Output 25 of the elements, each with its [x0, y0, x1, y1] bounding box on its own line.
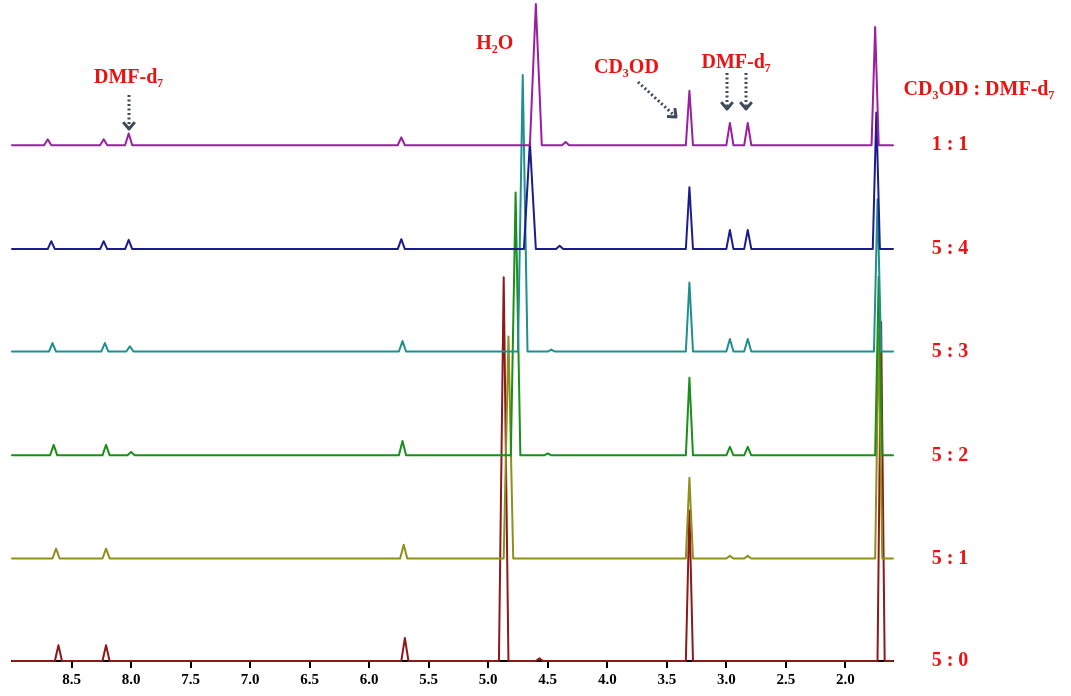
series-label: 5 : 1: [931, 545, 969, 568]
legend-title: CD₃OD : DMF-d₇: [903, 76, 1055, 100]
x-tick-label: 2.0: [836, 670, 855, 687]
x-tick-label: 3.0: [716, 670, 736, 687]
series-label: 5 : 4: [931, 236, 969, 259]
x-tick-label: 2.5: [776, 670, 796, 687]
x-tick-label: 6.5: [300, 670, 320, 687]
x-tick-label: 3.5: [657, 670, 677, 687]
x-tick-label: 6.0: [359, 670, 379, 687]
x-tick-label: 7.5: [181, 670, 200, 687]
annotation: H₂O: [476, 30, 514, 54]
x-tick-label: 8.0: [121, 670, 141, 687]
x-tick-label: 4.5: [538, 670, 558, 687]
x-tick-label: 7.0: [240, 670, 260, 687]
x-tick-label: 8.5: [62, 670, 81, 687]
series-label: 5 : 2: [931, 442, 969, 465]
x-tick-label: 5.5: [419, 670, 439, 687]
series-label: 5 : 3: [931, 338, 969, 361]
x-tick-label: 5.0: [478, 670, 498, 687]
series-label: 5 : 0: [931, 648, 969, 671]
series-label: 1 : 1: [931, 132, 969, 155]
annotation: DMF-d₇: [701, 49, 771, 73]
annotation: DMF-d₇: [94, 64, 164, 88]
annotation: CD₃OD: [593, 54, 659, 78]
x-tick-label: 4.0: [597, 670, 617, 687]
